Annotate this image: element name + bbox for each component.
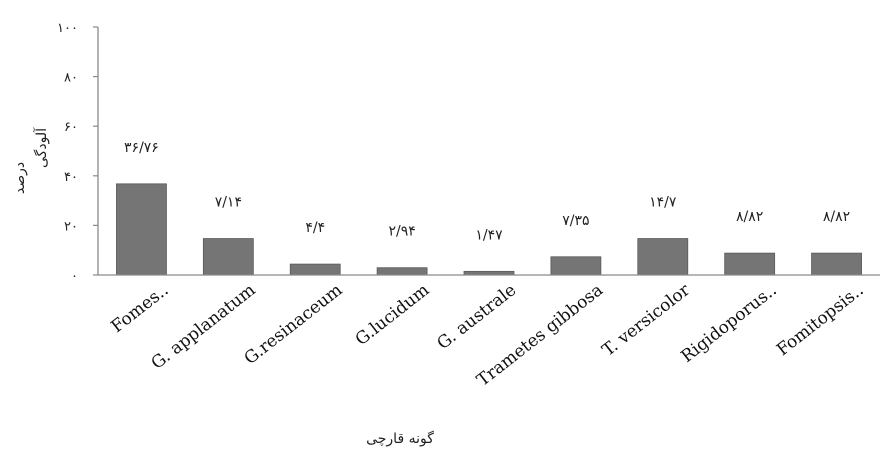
bar-data-label: ۷/۳۵ — [562, 213, 589, 229]
bar-data-label: ۸/۸۲ — [736, 209, 763, 225]
bar — [202, 238, 254, 276]
y-tick-label: ۶۰ — [64, 120, 78, 135]
data-labels-group: ۳۶/۷۶ ۷/۱۴ ۴/۴ ۲/۹۴ ۱/۴۷ ۷/۳۵ ۱۴/۷ ۸/۸۲ ۸/۸۲ — [124, 140, 850, 244]
bar — [376, 267, 428, 276]
bar-data-label: ۲/۹۴ — [388, 224, 415, 240]
bar-data-label: ۱/۴۷ — [475, 227, 503, 243]
bar — [289, 263, 341, 276]
x-category-label: Fomes.. — [108, 280, 173, 337]
y-axis-ticks: ۰ ۲۰ ۴۰ ۶۰ ۸۰ ۱۰۰ — [57, 21, 98, 284]
y-tick-label: ۲۰ — [64, 219, 78, 234]
x-category-label: G.lucidum — [352, 280, 433, 350]
y-tick-label: ۱۰۰ — [57, 21, 78, 36]
bar — [550, 256, 602, 276]
bars-group — [116, 183, 862, 276]
bar-data-label: ۴/۴ — [305, 220, 325, 236]
bar — [637, 238, 689, 276]
x-category-label: G. australe — [434, 280, 521, 354]
bar-data-label: ۸/۸۲ — [823, 209, 850, 225]
bar — [724, 252, 776, 276]
bar-data-label: ۳۶/۷۶ — [124, 140, 159, 156]
y-tick-label: ۴۰ — [64, 170, 78, 185]
bar — [811, 252, 862, 276]
y-tick-label: ۰ — [71, 269, 78, 284]
x-category-label: Fomitopsis.. — [773, 280, 868, 360]
x-category-label: Rigidoporus.. — [677, 280, 780, 367]
y-axis-title-line1: درصد — [12, 162, 28, 194]
x-axis-title: گونه قارچی — [366, 430, 434, 447]
bar-data-label: ۱۴/۷ — [649, 195, 677, 211]
bar — [116, 183, 167, 276]
y-axis-title-line2: آلودگی — [33, 127, 50, 168]
y-tick-label: ۸۰ — [64, 71, 78, 86]
bar-data-label: ۷/۱۴ — [215, 195, 242, 211]
